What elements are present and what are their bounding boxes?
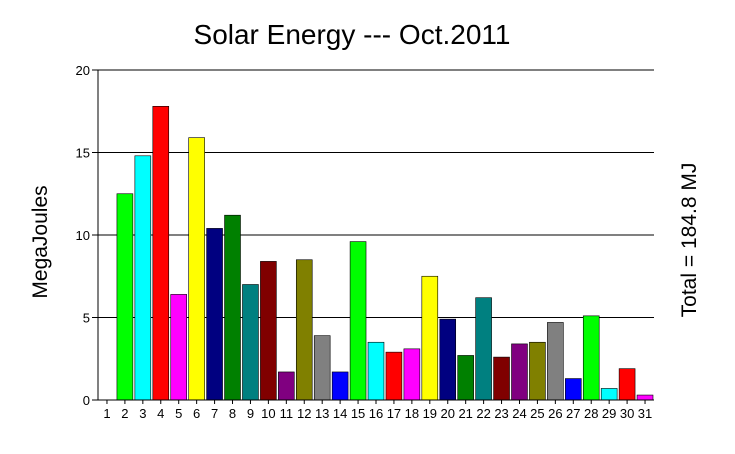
x-tick-label: 16 xyxy=(369,406,383,421)
y-tick-label: 20 xyxy=(76,63,90,78)
bar xyxy=(278,371,295,401)
x-tick-label: 11 xyxy=(280,406,294,421)
bar xyxy=(582,315,600,401)
y-tick-label: 0 xyxy=(83,393,90,408)
bar xyxy=(439,318,457,401)
bar xyxy=(529,341,546,401)
bar xyxy=(618,368,636,401)
bar xyxy=(313,335,331,401)
bar xyxy=(421,275,439,401)
bar xyxy=(295,259,313,401)
x-tick-label: 22 xyxy=(476,406,490,421)
y-tick-label: 15 xyxy=(76,146,90,161)
bar xyxy=(367,341,385,401)
x-tick-label: 3 xyxy=(139,406,146,421)
bar xyxy=(493,356,510,401)
y-tick-label: 5 xyxy=(83,311,90,326)
bar xyxy=(349,241,367,401)
x-tick-label: 7 xyxy=(211,406,218,421)
gridlines xyxy=(98,69,654,318)
bar xyxy=(206,228,223,401)
x-tick-label: 5 xyxy=(175,406,182,421)
x-tick-label: 29 xyxy=(602,406,616,421)
x-tick-label: 30 xyxy=(620,406,634,421)
x-tick-label: 21 xyxy=(458,406,472,421)
chart-title: Solar Energy --- Oct.2011 xyxy=(194,19,511,50)
bar xyxy=(260,261,277,401)
x-tick-label: 20 xyxy=(441,406,455,421)
x-tick-label: 27 xyxy=(566,406,580,421)
x-tick-label: 1 xyxy=(103,406,110,421)
bar xyxy=(385,351,403,401)
bars xyxy=(116,106,654,401)
bar xyxy=(224,214,241,401)
total-label: Total = 184.8 MJ xyxy=(678,163,701,318)
bar xyxy=(170,294,187,401)
x-tick-label: 28 xyxy=(584,406,598,421)
bar xyxy=(600,388,618,401)
x-tick-label: 4 xyxy=(157,406,164,421)
bar xyxy=(457,355,474,401)
x-tick-label: 17 xyxy=(387,406,401,421)
x-tick-label: 14 xyxy=(333,406,347,421)
x-tick-label: 10 xyxy=(261,406,275,421)
x-tick-label: 12 xyxy=(297,406,311,421)
bar xyxy=(547,322,564,401)
x-tick-label: 19 xyxy=(423,406,437,421)
x-tick-label: 25 xyxy=(530,406,544,421)
bar xyxy=(188,137,205,401)
bar xyxy=(134,155,152,401)
x-tick-label: 2 xyxy=(121,406,128,421)
bar xyxy=(116,193,134,401)
y-axis-label: MegaJoules xyxy=(29,185,52,298)
x-tick-label: 6 xyxy=(193,406,200,421)
bar xyxy=(403,348,421,401)
bar xyxy=(242,284,259,401)
x-tick-label: 18 xyxy=(405,406,419,421)
x-tick-label: 24 xyxy=(512,406,526,421)
bar xyxy=(331,371,349,401)
x-tick-label: 23 xyxy=(494,406,508,421)
bar xyxy=(475,297,492,401)
x-tick-label: 13 xyxy=(315,406,329,421)
y-tick-label: 10 xyxy=(76,228,90,243)
x-tick-label: 31 xyxy=(638,406,652,421)
bar xyxy=(511,343,528,401)
x-tick-label: 15 xyxy=(351,406,365,421)
x-tick-label: 26 xyxy=(548,406,562,421)
bar xyxy=(565,378,582,401)
x-tick-label: 8 xyxy=(229,406,236,421)
bar xyxy=(152,106,170,401)
bar xyxy=(636,394,654,401)
x-tick-label: 9 xyxy=(247,406,254,421)
